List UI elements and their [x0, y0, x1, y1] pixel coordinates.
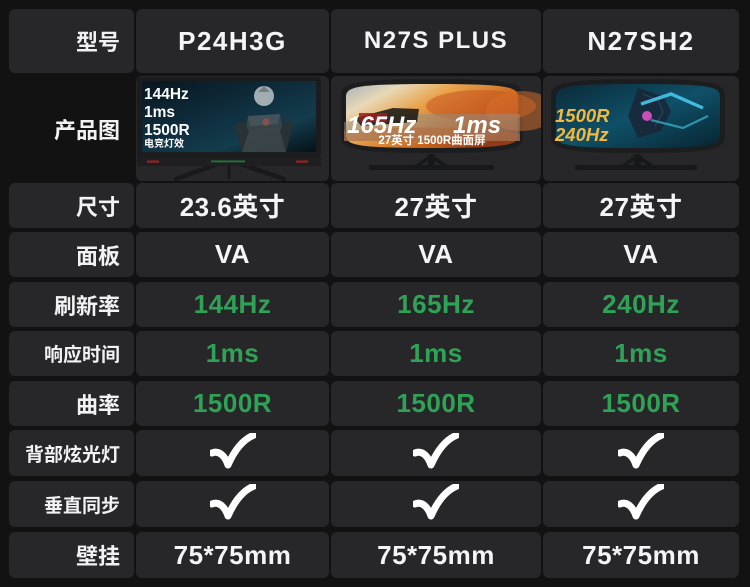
svg-text:27英寸 1500R曲面屏: 27英寸 1500R曲面屏: [378, 133, 485, 147]
svg-text:1500R: 1500R: [555, 105, 610, 126]
svg-text:240Hz: 240Hz: [554, 124, 609, 145]
svg-text:1500R: 1500R: [144, 122, 190, 139]
svg-text:1ms: 1ms: [144, 104, 175, 121]
svg-text:144Hz: 144Hz: [144, 86, 189, 103]
svg-text:电竞灯效: 电竞灯效: [144, 137, 184, 150]
